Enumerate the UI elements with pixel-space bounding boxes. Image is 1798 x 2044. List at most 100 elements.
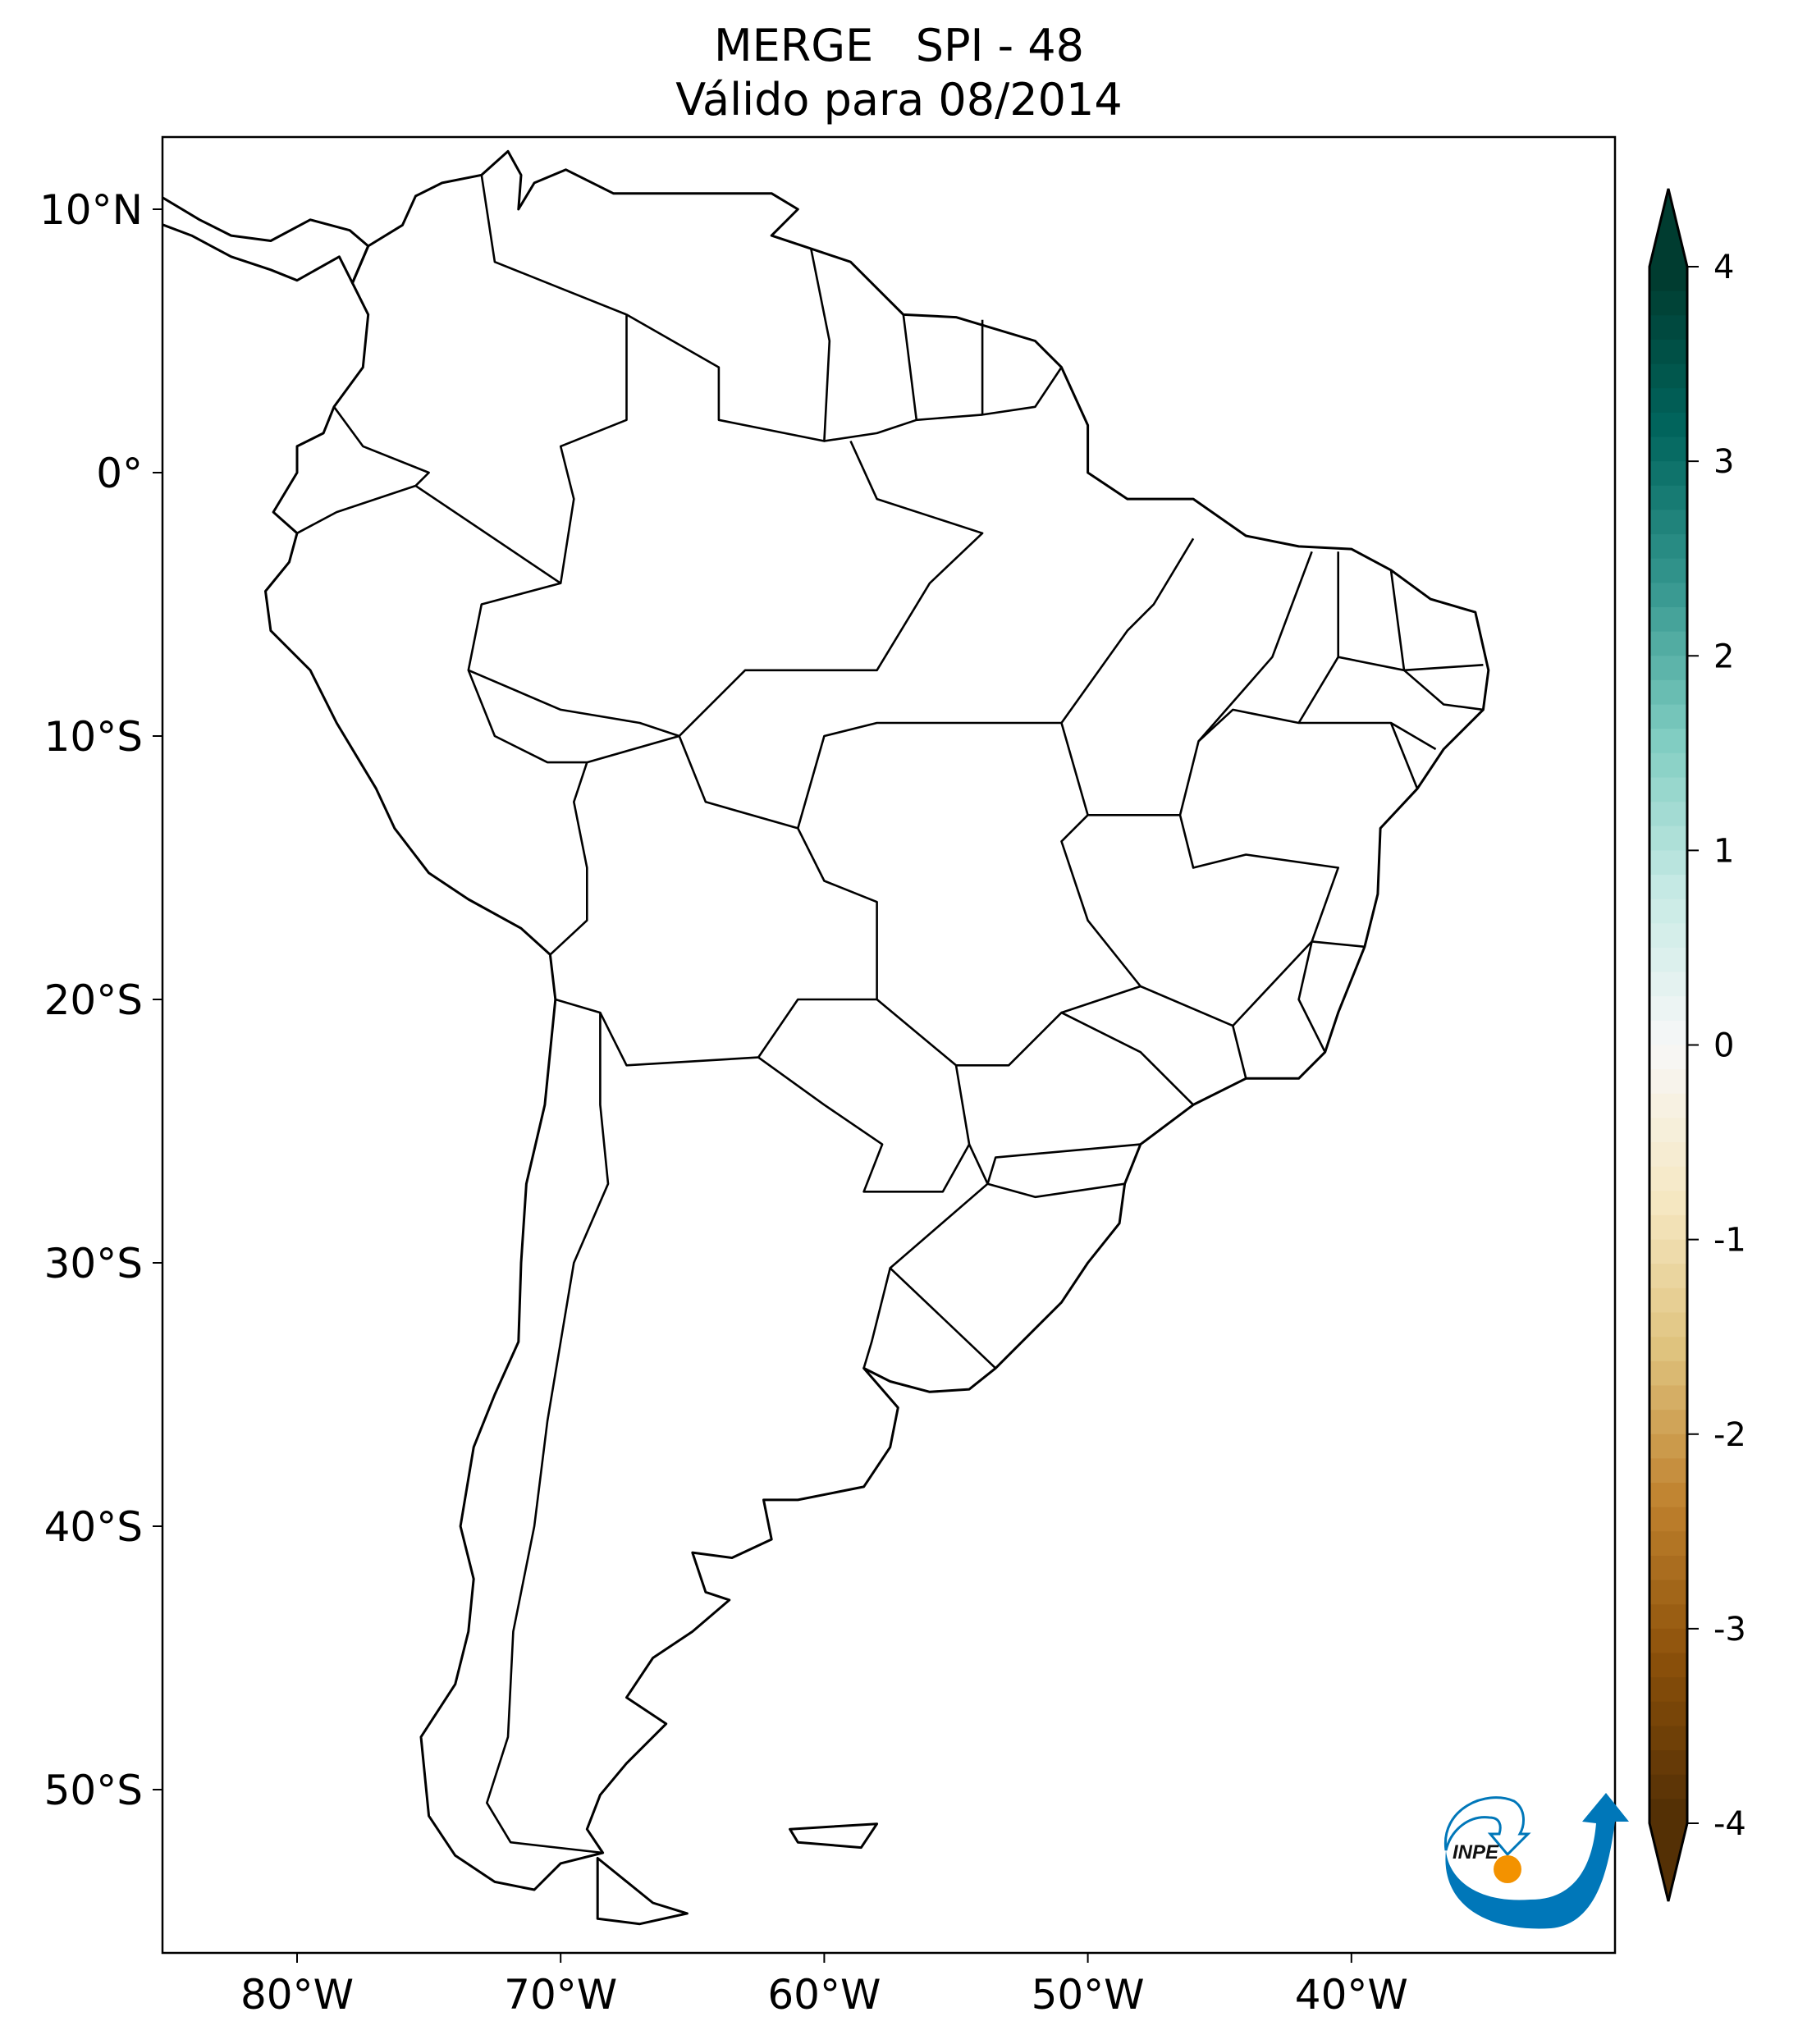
- coastline-tierra-del-fuego: [596, 1857, 689, 1926]
- colorbar-segment: [1649, 412, 1687, 438]
- y-tick-label: 0°: [96, 450, 143, 497]
- colorbar-segment: [1649, 1020, 1687, 1046]
- colorbar-extend-min: [1649, 1823, 1687, 1901]
- x-tick-label: 80°W: [240, 1971, 354, 2019]
- coastline-falklands: [789, 1822, 879, 1850]
- colorbar-segment: [1649, 704, 1687, 730]
- coastline-central-america: [162, 195, 370, 285]
- anomaly-patch: [469, 1650, 547, 1719]
- colorbar-segment: [1649, 1531, 1687, 1557]
- colorbar-segment: [1649, 972, 1687, 998]
- anomaly-patch: [560, 1691, 666, 1783]
- colorbar-segment: [1649, 315, 1687, 341]
- y-tick-label: 40°S: [44, 1503, 143, 1551]
- border-line: [956, 1011, 1195, 1106]
- border-line: [862, 1268, 891, 1369]
- border-line: [467, 175, 997, 1370]
- colorbar-segment: [1649, 1750, 1687, 1776]
- x-tick-label: 60°W: [767, 1971, 881, 2019]
- anomaly-patch: [930, 953, 1035, 1045]
- anomaly-patch: [917, 734, 1100, 895]
- y-tick-label: 10°S: [44, 713, 143, 761]
- anomaly-patch: [363, 227, 441, 296]
- anomaly-patch: [455, 720, 613, 857]
- colorbar-segment: [1649, 777, 1687, 803]
- colorbar-segment: [1649, 923, 1687, 949]
- y-tick-label: 30°S: [44, 1240, 143, 1287]
- border-line: [1297, 940, 1366, 1053]
- border-line: [824, 366, 1063, 442]
- colorbar-segment: [1649, 631, 1687, 657]
- anomaly-patch: [1273, 667, 1430, 805]
- border-line: [986, 1143, 1141, 1185]
- anomaly-patch: [904, 559, 1009, 651]
- colorbar-segment: [1649, 1214, 1687, 1241]
- colorbar-segment: [1649, 437, 1687, 463]
- colorbar-segment: [1649, 558, 1687, 584]
- colorbar-segment: [1649, 1360, 1687, 1387]
- colorbar-segment: [1649, 729, 1687, 754]
- colorbar-segment: [1649, 1045, 1687, 1071]
- colorbar-segment: [1649, 1555, 1687, 1581]
- colorbar-segment: [1649, 1239, 1687, 1265]
- border-line: [797, 721, 1062, 829]
- border-line: [485, 1013, 610, 1854]
- colorbar-segment: [1649, 461, 1687, 487]
- colorbar-segment: [1649, 583, 1687, 608]
- colorbar-tick-label: -1: [1713, 1222, 1746, 1260]
- colorbar-tick-label: 2: [1713, 638, 1734, 675]
- colorbar-segment: [1649, 485, 1687, 511]
- colorbar-segment: [1649, 1604, 1687, 1630]
- anomaly-patch: [653, 468, 785, 583]
- colorbar-segment: [1649, 875, 1687, 900]
- colorbar-segment: [1649, 1580, 1687, 1606]
- border-line: [757, 1056, 971, 1193]
- colorbar-segment: [1649, 1312, 1687, 1338]
- colorbar-segment: [1649, 1287, 1687, 1314]
- colorbar-segment: [1649, 1677, 1687, 1703]
- colorbar-segment: [1649, 1191, 1687, 1216]
- anomaly-patch: [812, 284, 943, 399]
- colorbar-tick-label: 0: [1713, 1027, 1734, 1065]
- colorbar-segment: [1649, 899, 1687, 925]
- colorbar-segment: [1649, 1264, 1687, 1289]
- colorbar-segment: [1649, 1093, 1687, 1119]
- y-tick-label: 20°S: [44, 976, 143, 1024]
- map-frame: [161, 135, 1617, 1955]
- colorbar-segment: [1649, 1726, 1687, 1752]
- colorbar-tick-label: 3: [1713, 443, 1734, 481]
- colorbar-segment: [1649, 850, 1687, 876]
- border-line: [1389, 569, 1484, 711]
- colorbar-tick-label: 4: [1713, 249, 1734, 286]
- colorbar-segment: [1649, 1507, 1687, 1533]
- x-tick-label: 70°W: [504, 1971, 617, 2019]
- coastline-mainland: [264, 149, 1490, 1891]
- colorbar-segment: [1649, 1799, 1687, 1824]
- anomaly-patch: [732, 728, 811, 797]
- colorbar-extend-max: [1649, 189, 1687, 267]
- border-line: [1338, 656, 1484, 672]
- colorbar-segment: [1649, 1142, 1687, 1168]
- colorbar-segment: [1649, 1118, 1687, 1144]
- colorbar-segment: [1649, 1458, 1687, 1484]
- colorbar-segment: [1649, 267, 1687, 292]
- colorbar-tick-label: -3: [1713, 1611, 1746, 1648]
- border-line: [1178, 708, 1419, 942]
- colorbar-segment: [1649, 290, 1687, 317]
- border-line: [1061, 985, 1247, 1079]
- colorbar-segment: [1649, 364, 1687, 390]
- anomaly-patch: [719, 1379, 876, 1516]
- border-line: [549, 761, 588, 956]
- anomaly-patch: [588, 799, 745, 937]
- colorbar-segment: [1649, 1701, 1687, 1727]
- colorbar-segment: [1649, 388, 1687, 414]
- inpe-logo: INPE: [1443, 1793, 1629, 1929]
- colorbar: 4 3 2 1 0 -1 -2 -3 -4: [1648, 188, 1746, 1902]
- colorbar-segment: [1649, 1774, 1687, 1800]
- border-line: [1197, 551, 1313, 743]
- border-line: [902, 314, 918, 420]
- border-line: [414, 484, 561, 584]
- colorbar-segment: [1649, 1069, 1687, 1095]
- colorbar-segment: [1649, 1434, 1687, 1460]
- border-line: [468, 669, 680, 738]
